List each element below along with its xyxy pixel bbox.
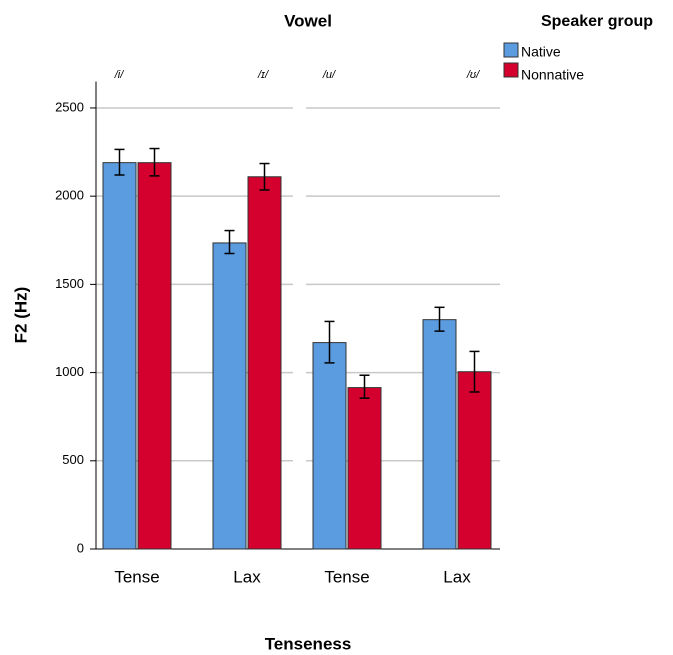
error-bar — [469, 350, 480, 393]
bar — [312, 342, 347, 550]
error-bar — [224, 229, 235, 255]
legend-label: Native — [521, 44, 561, 60]
y-tick-label: 1500 — [55, 276, 84, 291]
bar — [247, 176, 282, 550]
x-axis-label: Tenseness — [265, 634, 352, 653]
vowel-label: /u/ — [322, 69, 336, 81]
chart-title: Vowel — [284, 11, 332, 30]
vowel-label: /i/ — [114, 69, 125, 81]
error-bar — [114, 148, 125, 176]
bar — [422, 319, 457, 550]
y-tick-label: 500 — [62, 452, 84, 467]
legend-title: Speaker group — [541, 13, 653, 30]
legend-label: Nonnative — [521, 67, 584, 83]
x-tick-label: Tense — [114, 567, 159, 586]
vowel-label: /ʊ/ — [466, 69, 480, 81]
vowel-label: /ɪ/ — [257, 69, 269, 81]
error-bar — [324, 320, 335, 364]
bar — [457, 371, 492, 550]
y-tick-label: 2000 — [55, 188, 84, 203]
error-bar — [359, 374, 370, 399]
x-tick-label: Lax — [233, 567, 261, 586]
legend-swatch — [503, 62, 519, 78]
y-tick-label: 2500 — [55, 99, 84, 114]
error-bar — [259, 162, 270, 191]
y-axis-label: F2 (Hz) — [11, 287, 30, 344]
error-bar — [434, 306, 445, 332]
x-tick-label: Lax — [443, 567, 471, 586]
y-tick-label: 0 — [77, 540, 84, 555]
error-bar — [149, 147, 160, 177]
x-tick-label: Tense — [324, 567, 369, 586]
y-tick-label: 1000 — [55, 364, 84, 379]
bar — [347, 387, 382, 550]
bar — [102, 162, 137, 550]
bar — [212, 242, 247, 550]
legend-swatch — [503, 42, 519, 58]
bar — [137, 162, 172, 550]
